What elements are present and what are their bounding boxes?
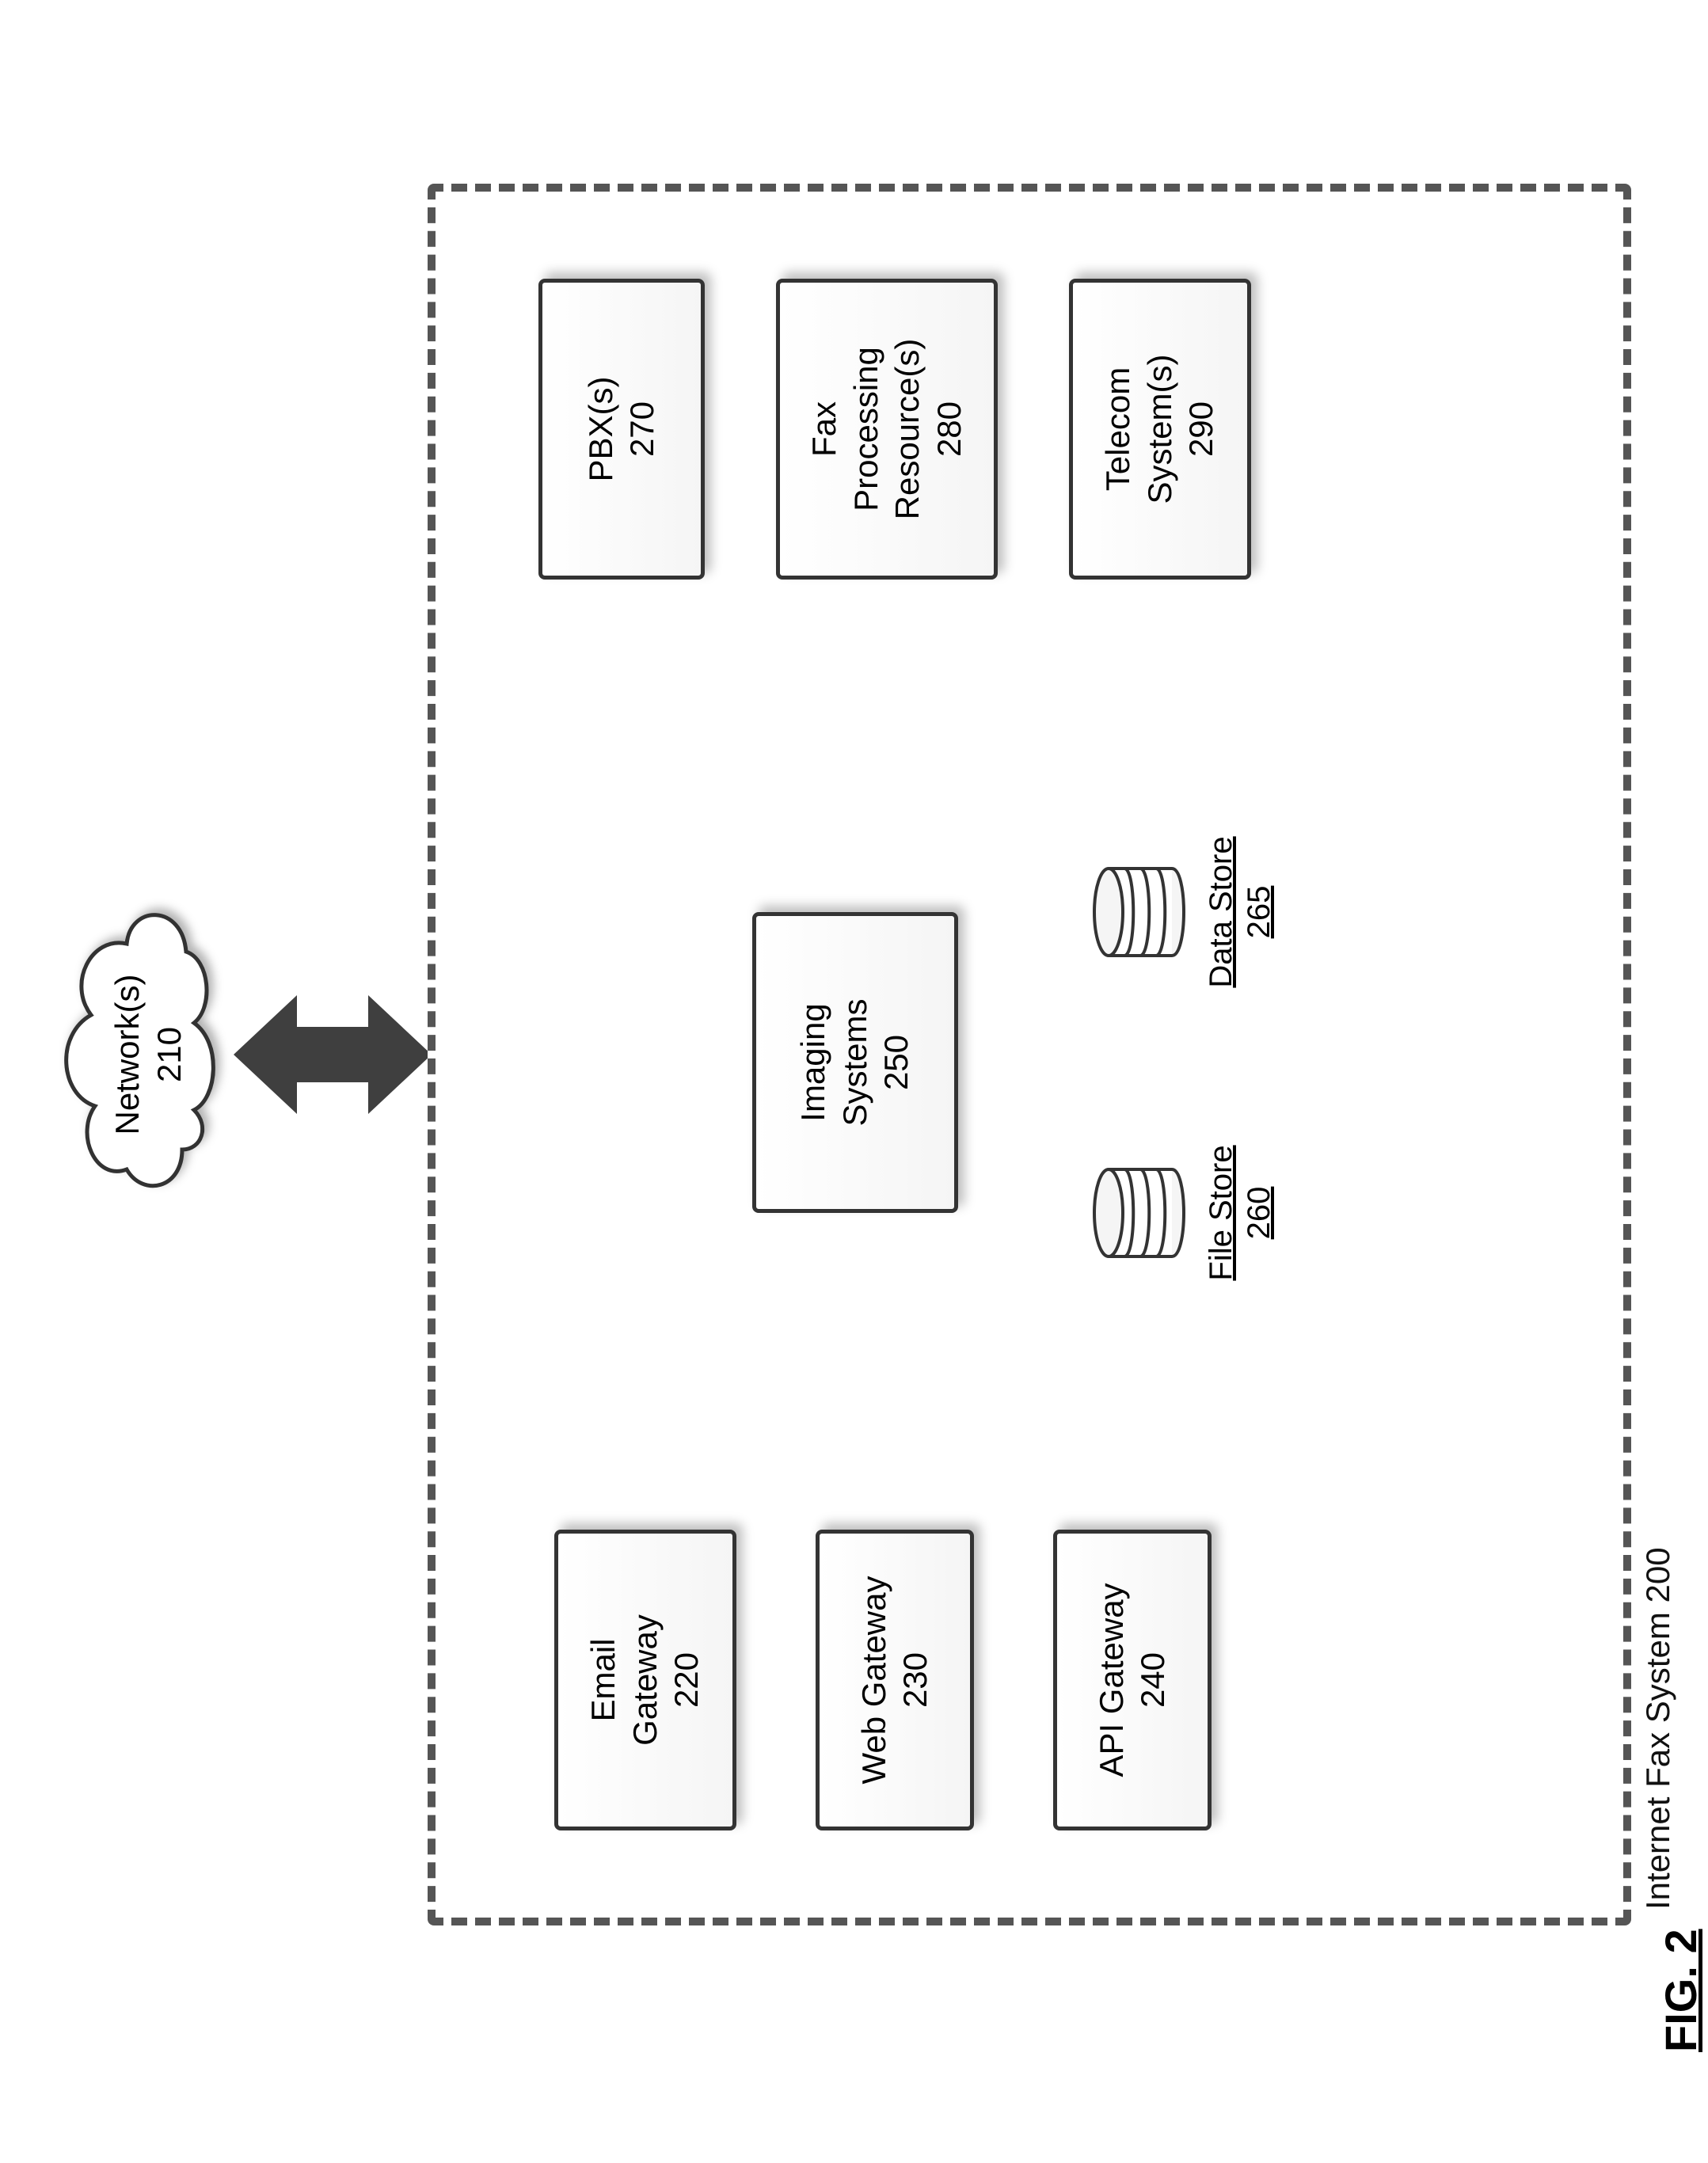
database-icon [1093, 861, 1196, 964]
node-label: 280 [930, 401, 968, 457]
node-label: Email [584, 1638, 622, 1721]
node-label: Processing [847, 347, 884, 511]
api-gateway-node: API Gateway 240 [1053, 1530, 1212, 1830]
node-label: Fax [805, 401, 843, 457]
web-gateway-node: Web Gateway 230 [816, 1530, 974, 1830]
fax-processing-node: Fax Processing Resource(s) 280 [776, 279, 998, 580]
node-label: 220 [668, 1652, 705, 1708]
email-gateway-node: Email Gateway 220 [554, 1530, 736, 1830]
database-icon [1093, 1161, 1196, 1264]
node-label: 290 [1182, 401, 1219, 457]
node-label: System(s) [1141, 355, 1178, 504]
cloud-label-line1: Network(s) [108, 975, 146, 1135]
node-label: Systems [836, 998, 873, 1126]
db-label-num: 260 [1240, 1134, 1278, 1292]
figure-label: FIG. 2 [1655, 1929, 1706, 2052]
node-label: Gateway [626, 1614, 664, 1746]
node-label: Resource(s) [888, 339, 926, 520]
double-arrow [234, 991, 432, 1118]
network-cloud-label: Network(s) 210 [107, 888, 190, 1221]
system-label: Internet Fax System 200 [1639, 1547, 1677, 1910]
network-cloud: Network(s) 210 [32, 888, 238, 1221]
telecom-system-node: Telecom System(s) 290 [1069, 279, 1251, 580]
node-label: 230 [896, 1652, 934, 1708]
cloud-label-line2: 210 [150, 1027, 188, 1082]
imaging-systems-node: Imaging Systems 250 [752, 912, 958, 1213]
db-label-text: File Store [1204, 1145, 1238, 1280]
data-store-db: Data Store 265 [1093, 833, 1278, 991]
node-label: Web Gateway [855, 1576, 892, 1785]
node-label: 240 [1134, 1652, 1171, 1708]
node-label: 270 [623, 401, 660, 457]
node-label: Imaging [794, 1003, 831, 1121]
node-label: API Gateway [1093, 1583, 1130, 1777]
db-label-text: Data Store [1204, 836, 1238, 987]
pbx-node: PBX(s) 270 [538, 279, 705, 580]
node-label: Telecom [1099, 367, 1136, 491]
double-arrow-icon [234, 991, 432, 1118]
file-store-db: File Store 260 [1093, 1134, 1278, 1292]
node-label: 250 [877, 1035, 915, 1090]
db-label-num: 265 [1240, 833, 1278, 991]
file-store-label: File Store 260 [1202, 1134, 1278, 1292]
node-label: PBX(s) [582, 377, 619, 482]
data-store-label: Data Store 265 [1202, 833, 1278, 991]
diagram-canvas: Network(s) 210 Internet Fax System 200 E… [0, 455, 1708, 2163]
